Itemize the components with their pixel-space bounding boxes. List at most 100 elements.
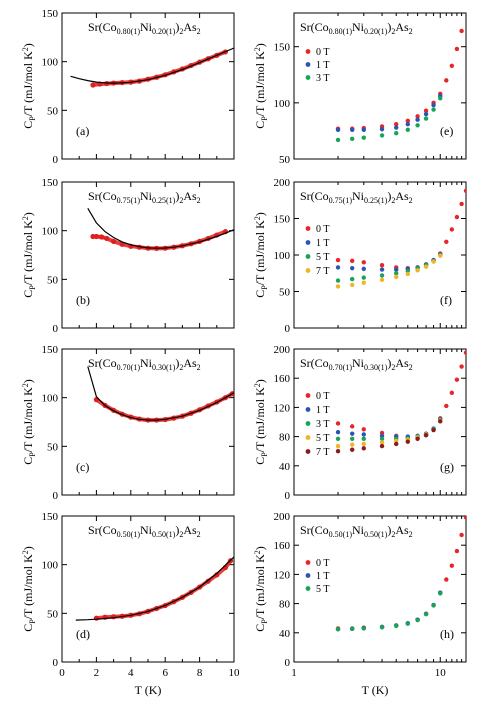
data-point [449,227,455,232]
legend-marker [305,240,311,245]
x-tick-label: 0 [59,667,65,679]
data-point [349,276,355,282]
data-area [87,207,234,251]
legend-marker [305,573,311,578]
y-tick-label: 100 [42,393,59,405]
y-tick-label: 160 [274,373,291,385]
y-tick-label: 150 [42,511,59,523]
legend-marker [305,435,311,440]
data-point [379,277,385,283]
data-area [335,188,466,289]
data-point [423,264,429,269]
data-point [214,572,220,578]
data-point [335,449,341,454]
data-point [438,419,443,424]
data-area [87,366,234,423]
data-point [464,9,468,13]
data-point [415,117,420,122]
y-axis-label: CP/T (mJ/mol K2) [21,546,37,632]
y-tick-label: 50 [47,274,59,286]
plot-frame [293,12,467,160]
data-point [405,127,411,132]
y-tick-label: 50 [47,608,59,620]
panel-c: 0 50 100 150 CP/T (mJ/mol K2) Sr(Co0.70(1)Ni0… [21,344,235,502]
legend-marker [305,62,311,67]
data-point [454,214,460,220]
data-point [431,107,436,112]
data-point [438,96,443,101]
legend-entry: 0 T [316,47,329,58]
data-point [405,271,411,277]
data-point [379,267,385,272]
y-tick-label: 200 [274,177,291,189]
data-point [361,135,366,140]
data-point [449,390,455,395]
data-point [349,424,355,429]
panel-label: (d) [76,627,90,641]
data-point [335,137,341,143]
data-point [444,403,449,409]
panel-title: Sr(Co0.75(1)Ni0.25(1))2As2 [300,189,413,205]
data-point [361,275,366,280]
panel-title: Sr(Co0.50(1)Ni0.50(1))2As2 [300,523,413,539]
data-point [379,440,385,445]
data-point [90,82,96,88]
data-point [423,116,429,121]
legend-marker [305,586,311,591]
y-tick-label: 150 [42,344,59,356]
data-point [379,133,385,138]
fit-curve [75,556,234,621]
data-point [394,121,399,127]
legend-marker [305,421,311,426]
y-tick-label: 80 [279,432,291,444]
data-area [75,556,234,621]
data-point [379,625,385,630]
data-point [349,265,355,271]
legend-marker [305,268,311,273]
y-tick-label: 0 [53,657,59,669]
data-point [459,364,464,369]
data-point [335,430,341,435]
data-area [335,516,466,632]
panel-title: Sr(Co0.70(1)Ni0.30(1))2As2 [88,356,201,372]
y-tick-label: 50 [279,287,291,299]
data-point [444,577,449,582]
y-axis-label: CP/T (mJ/mol K2) [21,379,37,465]
data-point [423,432,429,438]
data-point [415,436,420,441]
data-point [349,447,355,452]
data-point [335,421,341,426]
panel-g: 0 40 80 120 160 200 CP/T (mJ/mol K2) Sr(Co0.70(… [253,344,467,502]
data-point [423,111,429,117]
x-tick-label: 4 [128,667,134,679]
y-tick-label: 100 [42,226,59,238]
data-point [335,436,341,441]
data-point [431,102,436,108]
data-point [361,446,366,451]
data-point [379,443,385,449]
data-point [459,532,464,538]
y-tick-label: 0 [285,490,291,502]
data-band [91,49,228,87]
data-point [415,268,420,273]
panel-title: Sr(Co0.80(1)Ni0.20(1))2As2 [88,20,201,36]
y-tick-label: 0 [53,323,59,335]
data-point [335,626,341,632]
x-tick-label: 10 [435,667,447,679]
data-point [93,233,99,240]
x-tick-label: 1 [291,667,297,679]
data-point [405,118,411,124]
data-point [379,263,385,268]
data-point [449,563,455,568]
y-tick-label: 200 [274,344,291,356]
data-point [349,136,355,141]
y-tick-label: 150 [42,177,59,189]
data-point [394,274,399,280]
y-tick-label: 150 [274,214,291,226]
data-point [361,260,366,265]
plot-frame [293,348,467,496]
x-tick-label: 2 [94,667,100,679]
data-point [361,436,366,441]
y-axis-label: CP/T (mJ/mol K2) [21,43,37,129]
legend-marker [305,49,311,54]
